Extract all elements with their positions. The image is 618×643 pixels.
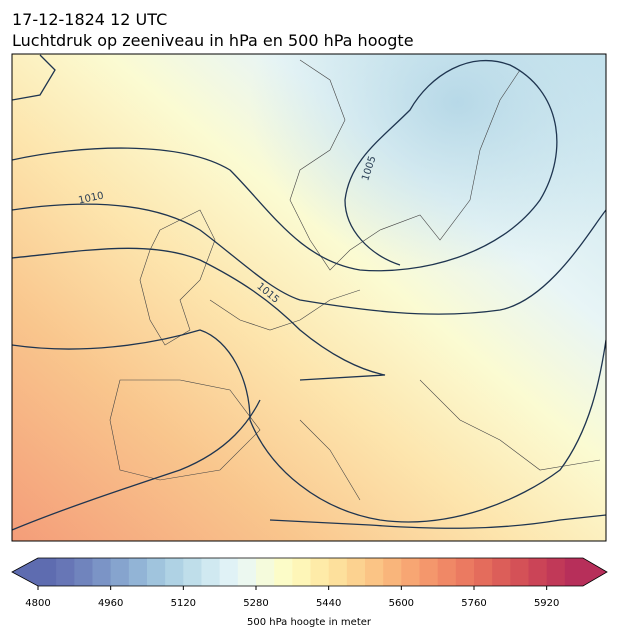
isobar	[12, 60, 558, 272]
colorbar-segment	[510, 558, 529, 586]
title-line: 17-12-1824 12 UTC	[12, 10, 167, 29]
colorbar-segment	[346, 558, 366, 586]
colorbar-segment	[38, 558, 57, 586]
colorbar-segment	[256, 558, 275, 586]
colorbar-extend	[583, 558, 607, 586]
colorbar-segment	[383, 558, 402, 586]
map-field	[12, 54, 606, 541]
colorbar-tick-label: 5760	[461, 598, 486, 609]
colorbar-tick-label: 4800	[25, 598, 50, 609]
colorbar-segment	[419, 558, 439, 586]
isobar	[12, 54, 56, 101]
colorbar-segment	[183, 558, 202, 586]
colorbar-segment	[365, 558, 384, 586]
colorbar-segment	[528, 558, 548, 586]
colorbar-segment	[437, 558, 457, 586]
colorbar-segment	[274, 558, 293, 586]
colorbar-segment	[401, 558, 420, 586]
colorbar-segment	[74, 558, 93, 586]
title-line: Luchtdruk op zeeniveau in hPa en 500 hPa…	[12, 31, 414, 50]
colorbar-segment	[292, 558, 311, 586]
colorbar-tick-label: 5600	[389, 598, 414, 609]
isobar	[12, 247, 386, 381]
colorbar-outline	[11, 557, 608, 587]
isobar	[12, 203, 606, 315]
isobar	[12, 399, 606, 531]
colorbar-segment	[492, 558, 511, 586]
contour-label: 1010	[78, 190, 105, 206]
colorbar-tick-label: 5920	[534, 598, 559, 609]
colorbar-extend	[12, 558, 38, 586]
colorbar-segment	[455, 558, 475, 586]
colorbar-segment	[237, 558, 257, 586]
colorbar-segment	[110, 558, 130, 586]
colorbar-tick-label: 5280	[243, 598, 268, 609]
map	[12, 54, 606, 541]
colorbar-segment	[564, 558, 584, 586]
isobar	[12, 329, 606, 523]
colorbar-segment	[328, 558, 348, 586]
colorbar-segment	[165, 558, 184, 586]
colorbar-segment	[474, 558, 493, 586]
colorbar-segment	[219, 558, 239, 586]
colorbar-tick-label: 5120	[171, 598, 196, 609]
colorbar-segment	[147, 558, 166, 586]
coastline	[109, 59, 601, 501]
map-frame	[11, 53, 607, 542]
colorbar-tick-label: 5440	[316, 598, 341, 609]
colorbar-segment	[546, 558, 566, 586]
colorbar-segment	[310, 558, 330, 586]
colorbar: 4800 4960 5120 5280 5440 5600 5760 5920	[11, 557, 608, 609]
colorbar-segment	[128, 558, 148, 586]
colorbar-segment	[56, 558, 75, 586]
colorbar-segment	[92, 558, 112, 586]
colorbar-label: 500 hPa hoogte in meter	[247, 617, 372, 628]
colorbar-tick-label: 4960	[98, 598, 123, 609]
colorbar-segment	[201, 558, 221, 586]
